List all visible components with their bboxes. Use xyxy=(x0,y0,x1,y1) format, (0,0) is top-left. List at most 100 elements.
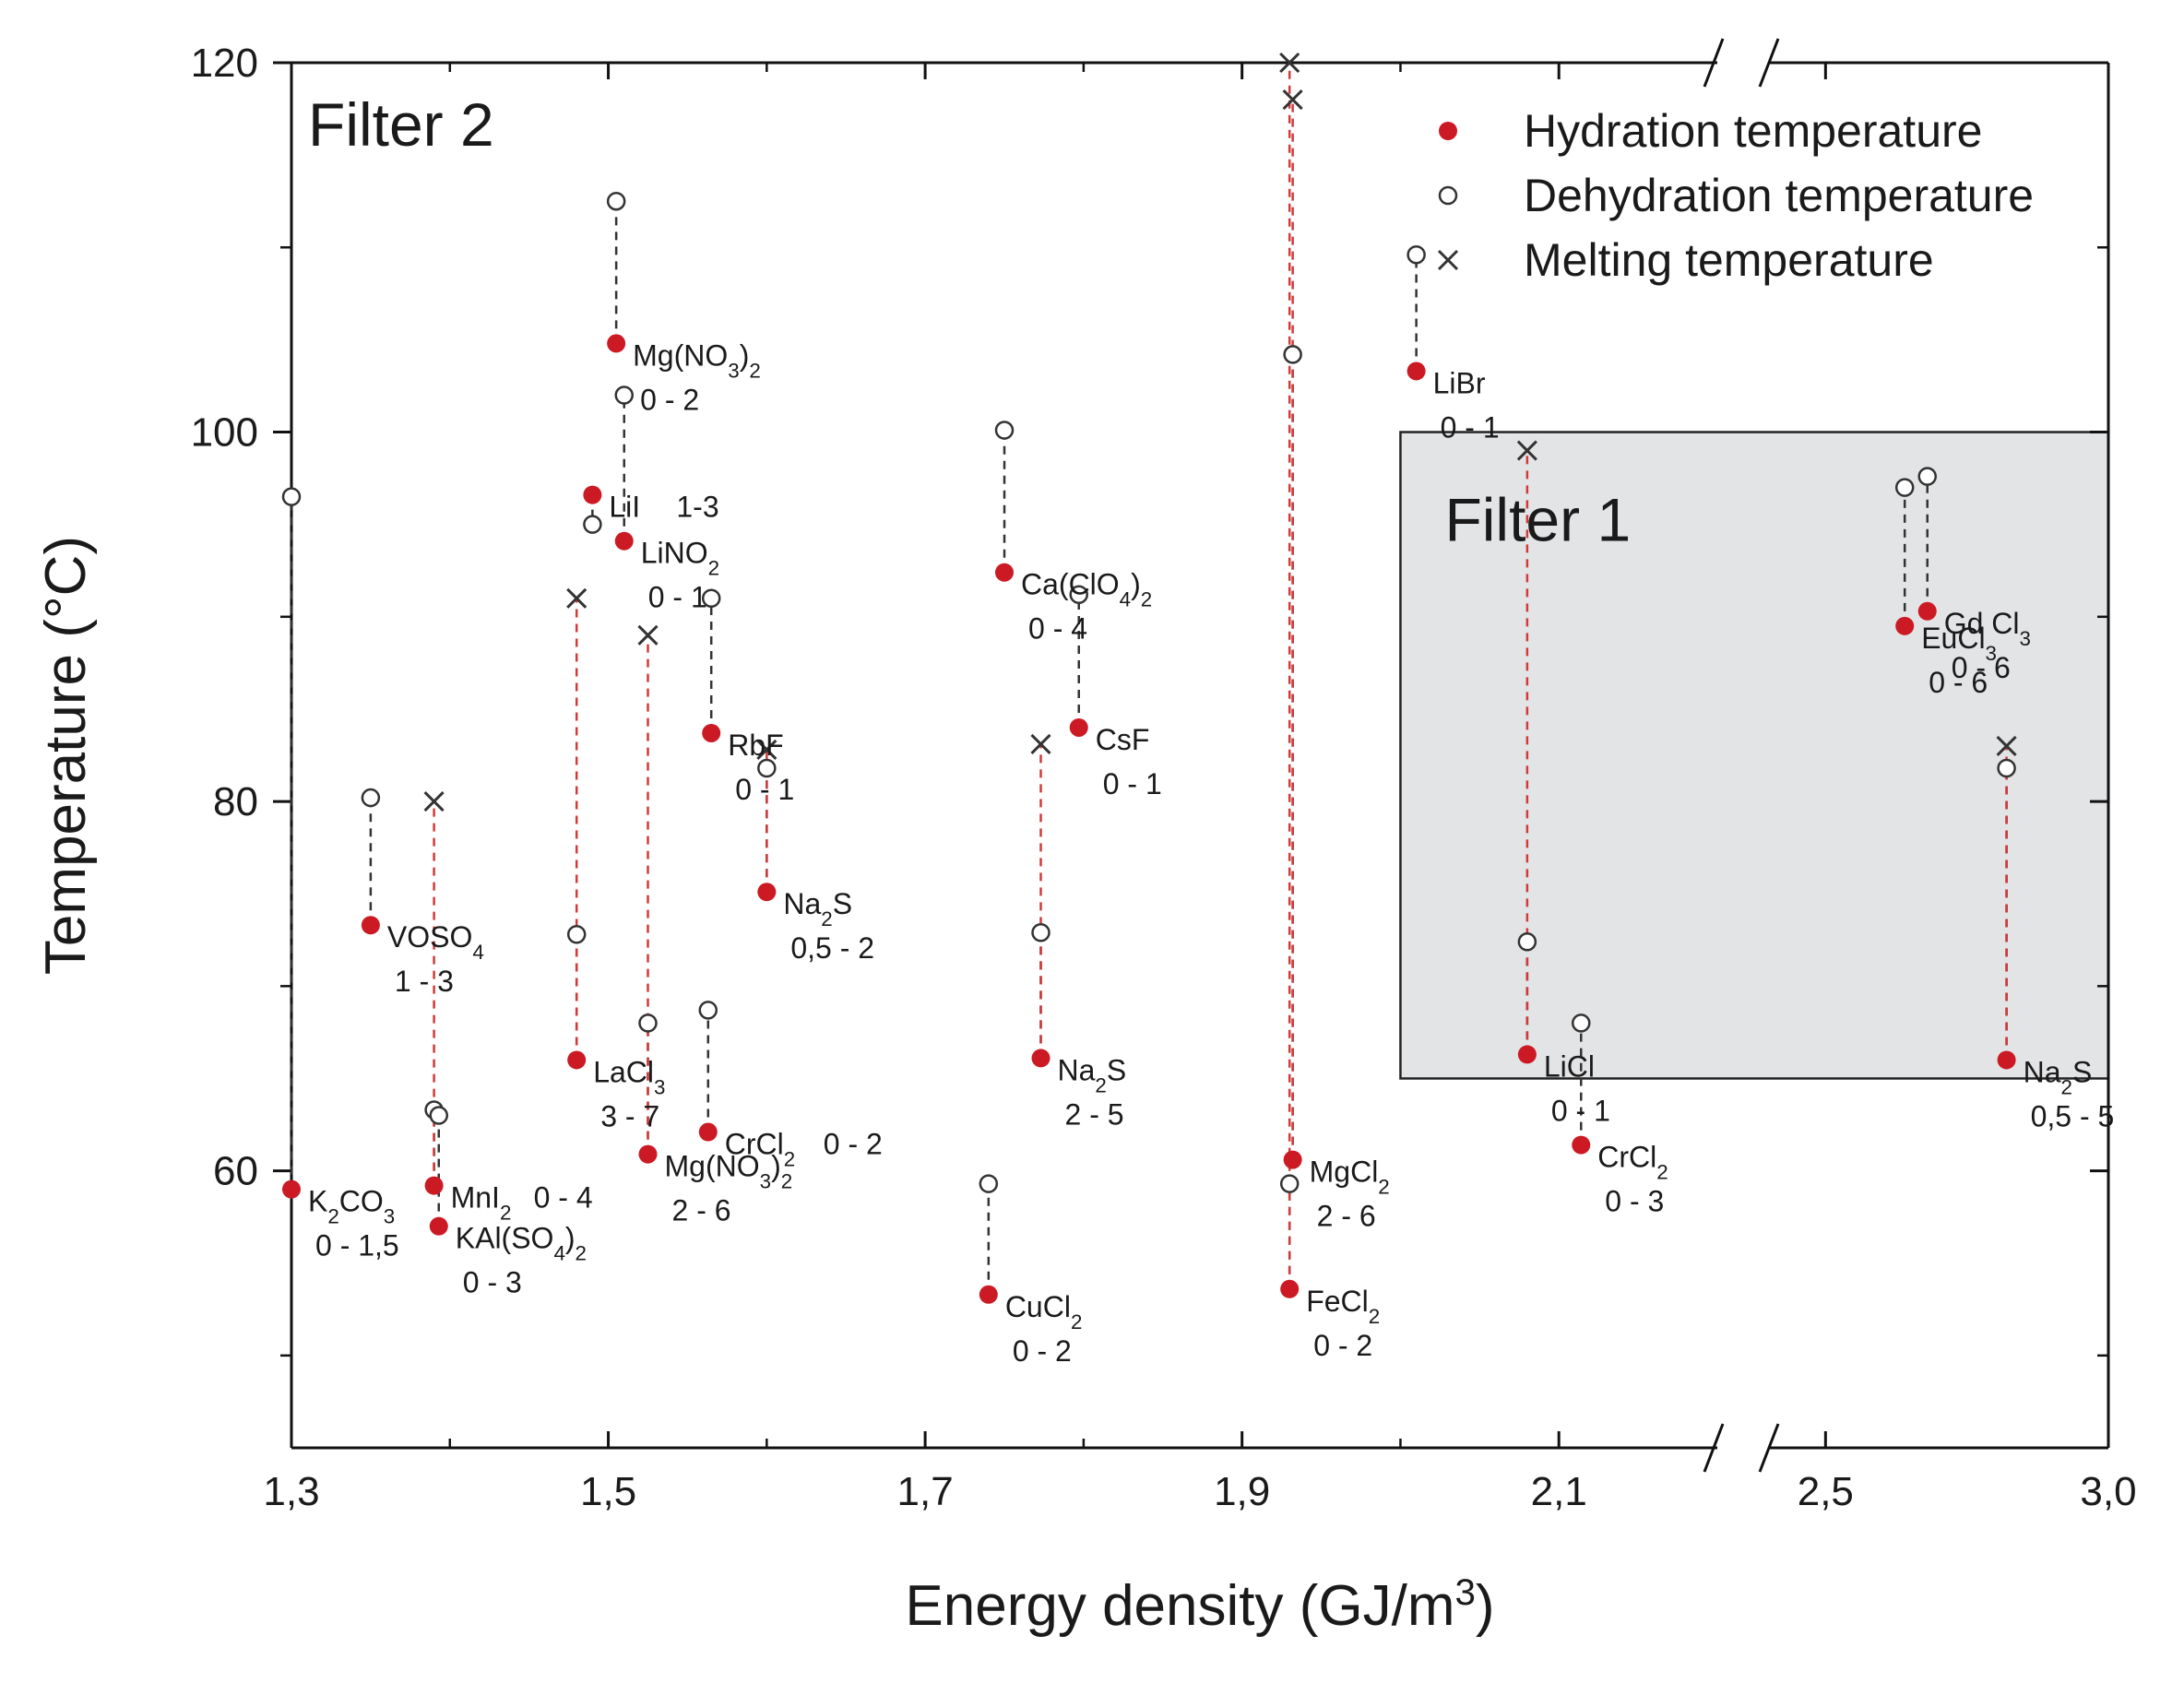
salt-name-label: CrCl2 xyxy=(1597,1141,1668,1184)
filter-layer: Filter 1 Filter 2 xyxy=(308,90,2110,1080)
x-tick-label: 1,9 xyxy=(1214,1469,1270,1514)
dehydration-point xyxy=(1917,467,1937,486)
hydration-point xyxy=(583,485,602,504)
axis-break-mark xyxy=(1703,38,1725,88)
legend-hydration-marker xyxy=(1439,122,1457,140)
melting-point xyxy=(566,587,588,609)
salt-range-label: 0 - 2 xyxy=(824,1128,883,1161)
dehydration-point xyxy=(1997,758,2016,778)
axes-layer: 1,3 1,5 1,7 1,9 2,1 2,5 3,0 60 80 100 120 Energy de… xyxy=(34,38,2137,1639)
melting-point xyxy=(423,791,445,812)
x-tick-label: 2,5 xyxy=(1798,1469,1854,1514)
salt-name-label: Mg(NO3)2 xyxy=(633,338,761,382)
x-tick-label: 3,0 xyxy=(2080,1469,2136,1514)
salt-range-label: 0 - 4 xyxy=(1028,612,1087,646)
dehydration-point xyxy=(1279,1174,1300,1193)
salt-name-label: Na2S xyxy=(1058,1053,1127,1096)
hydration-point xyxy=(698,1122,718,1142)
hydration-point xyxy=(1031,1049,1050,1068)
salt-range-label: 1-3 xyxy=(676,491,718,524)
hydration-point xyxy=(1895,616,1915,635)
hydration-point xyxy=(1069,717,1088,737)
salt-name-label: RbF xyxy=(728,729,783,762)
legend: Hydration temperature Dehydration tempera… xyxy=(1437,105,2034,286)
hydration-point xyxy=(995,563,1014,582)
filter-1-label: Filter 1 xyxy=(1444,486,1631,554)
legend-melting-marker xyxy=(1437,249,1459,271)
salt-range-label: 2 - 6 xyxy=(1317,1200,1376,1233)
hydration-point xyxy=(282,1179,301,1199)
salt-name-label: K2CO3 xyxy=(308,1185,395,1228)
melting-point xyxy=(1030,733,1051,755)
salt-name-label: Ca(ClO4)2 xyxy=(1021,568,1152,611)
melting-point xyxy=(1279,52,1300,74)
legend-dehydration-label: Dehydration temperature xyxy=(1524,170,2034,221)
hydration-point xyxy=(361,916,380,935)
y-tick-label: 120 xyxy=(191,41,258,86)
salt-name-label: KAl(SO4)2 xyxy=(456,1222,587,1265)
y-tick-label: 100 xyxy=(191,410,258,456)
dehydration-point xyxy=(638,1013,658,1033)
melting-point xyxy=(1996,735,2017,757)
filter-1-box xyxy=(1399,431,2110,1080)
salt-range-label: 3 - 7 xyxy=(600,1099,659,1132)
melting-point xyxy=(1282,89,1303,111)
y-tick-label: 80 xyxy=(213,779,258,824)
axis-break-mark xyxy=(1703,1423,1725,1473)
y-tick-label: 60 xyxy=(213,1149,258,1194)
filter-2-label: Filter 2 xyxy=(308,90,494,159)
salt-name-label: Na2S xyxy=(783,887,852,930)
melting-point xyxy=(1516,440,1537,461)
hydration-point xyxy=(979,1285,998,1304)
salt-name-label: Na2S xyxy=(2024,1055,2093,1098)
salt-range-label: 0 - 6 xyxy=(1929,666,1988,699)
salt-name-label: MgCl2 xyxy=(1310,1156,1390,1199)
dehydration-point xyxy=(361,788,381,808)
salt-range-label: 0 - 1 xyxy=(735,773,794,806)
x-axis-title: Energy density (GJ/m3) xyxy=(905,1571,1494,1639)
y-axis-title: Temperature (°C) xyxy=(34,536,98,975)
dehydration-point xyxy=(281,487,302,506)
salt-name-label: CuCl2 xyxy=(1005,1290,1083,1333)
x-tick-label: 1,5 xyxy=(580,1469,636,1514)
salt-range-label: 1 - 3 xyxy=(395,965,454,998)
dehydration-point xyxy=(994,421,1015,440)
connector-lines-layer xyxy=(290,63,2008,1295)
hydration-point xyxy=(638,1144,658,1164)
x-tick-label: 1,7 xyxy=(897,1469,954,1514)
salt-range-label: 0 - 2 xyxy=(640,383,699,416)
hydration-point xyxy=(567,1050,587,1070)
dehydration-point xyxy=(757,758,777,778)
melting-point xyxy=(756,739,777,761)
salt-range-label: 0 - 1,5 xyxy=(315,1229,399,1262)
axis-break-mark xyxy=(1758,38,1780,88)
salt-range-label: 0 - 4 xyxy=(534,1181,593,1215)
hydration-point xyxy=(1407,361,1426,381)
salt-range-label: 0,5 - 5 xyxy=(2031,1099,2115,1132)
legend-melting-label: Melting temperature xyxy=(1524,234,1934,286)
dehydration-point xyxy=(1407,245,1426,265)
melting-point xyxy=(637,624,659,646)
salt-range-label: 0 - 2 xyxy=(1013,1334,1072,1368)
salt-name-label: LiBr xyxy=(1433,366,1486,399)
dehydration-point xyxy=(1283,345,1302,364)
dehydration-point xyxy=(614,385,634,405)
legend-hydration-label: Hydration temperature xyxy=(1524,105,1982,157)
salt-range-label: 0 - 3 xyxy=(463,1266,522,1299)
salt-name-label: CsF xyxy=(1096,723,1150,756)
salt-range-label: 0 - 1 xyxy=(1103,767,1162,800)
salt-name-label: VOSO4 xyxy=(387,920,484,964)
x-tick-label: 1,3 xyxy=(263,1469,319,1514)
dehydration-point xyxy=(583,515,602,534)
hydration-point xyxy=(429,1216,448,1236)
salt-name-label: FeCl2 xyxy=(1306,1285,1380,1328)
hydration-point xyxy=(702,723,721,742)
hydration-point xyxy=(1917,601,1937,621)
legend-dehydration-marker xyxy=(1438,185,1458,206)
salt-range-label: 2 - 5 xyxy=(1065,1097,1124,1131)
salt-range-label: 0 - 1 xyxy=(1551,1094,1610,1127)
points-layer xyxy=(281,52,2017,1304)
dehydration-point xyxy=(606,191,626,211)
hydration-point xyxy=(607,334,626,353)
